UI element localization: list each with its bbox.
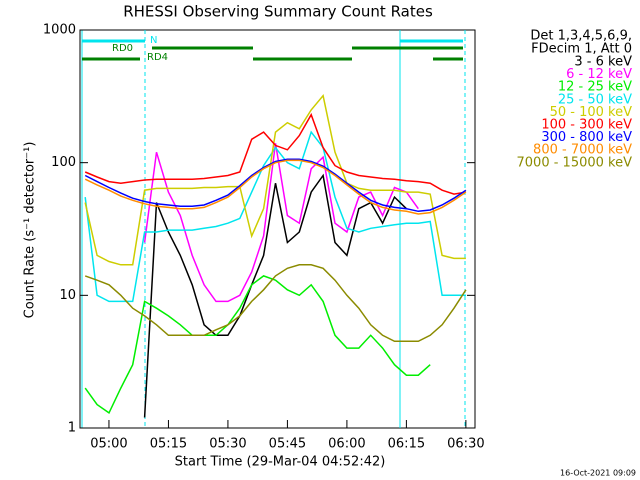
y-tick-label: 1000 bbox=[43, 23, 76, 38]
legend-label: 100 - 300 keV bbox=[541, 118, 632, 133]
series-line bbox=[84, 275, 431, 415]
legend-label: 800 - 7000 keV bbox=[533, 143, 632, 158]
series-line bbox=[84, 159, 467, 215]
x-tick-label: 05:30 bbox=[209, 437, 246, 452]
legend-label: 50 - 100 keV bbox=[550, 105, 633, 120]
footer: 16-Oct-2021 09:09 bbox=[560, 469, 636, 478]
legend-label: 7000 - 15000 keV bbox=[517, 155, 633, 170]
y-axis-label: Count Rate (s⁻¹ detector⁻¹) bbox=[23, 142, 38, 319]
legend-header: Det 1,3,4,5,6,9, bbox=[530, 29, 632, 44]
series-line bbox=[84, 158, 467, 213]
series-line bbox=[143, 143, 419, 303]
y-tick-label: 100 bbox=[51, 155, 76, 170]
series-line bbox=[84, 112, 467, 195]
annotation: RD4 bbox=[147, 52, 168, 63]
legend-label: 3 - 6 keV bbox=[574, 55, 632, 70]
state-bars bbox=[82, 39, 463, 61]
y-tick-label: 1 bbox=[68, 421, 76, 436]
x-tick-label: 06:00 bbox=[328, 437, 365, 452]
series-line bbox=[84, 264, 467, 343]
x-tick-label: 05:15 bbox=[150, 437, 187, 452]
x-tick-label: 05:45 bbox=[269, 437, 306, 452]
series-line bbox=[84, 94, 466, 266]
x-tick-label: 06:30 bbox=[447, 437, 484, 452]
x-tick-label: 05:00 bbox=[90, 437, 127, 452]
annotation: RD0 bbox=[112, 43, 133, 54]
y-tick-label: 10 bbox=[59, 288, 76, 303]
plot-frame bbox=[79, 29, 476, 429]
series-line bbox=[84, 130, 466, 303]
legend-header: FDecim 1, Att 0 bbox=[531, 42, 632, 57]
legend-label: 25 - 50 keV bbox=[558, 92, 632, 107]
legend-label: 6 - 12 keV bbox=[566, 67, 632, 82]
chart-title: RHESSI Observing Summary Count Rates bbox=[123, 3, 433, 21]
legend-label: 12 - 25 keV bbox=[558, 80, 632, 95]
annotation: N bbox=[150, 35, 157, 46]
legend-label: 300 - 800 keV bbox=[541, 130, 632, 145]
series-line bbox=[143, 173, 407, 418]
x-axis-label: Start Time (29-Mar-04 04:52:42) bbox=[175, 455, 386, 470]
x-tick-label: 06:15 bbox=[388, 437, 425, 452]
